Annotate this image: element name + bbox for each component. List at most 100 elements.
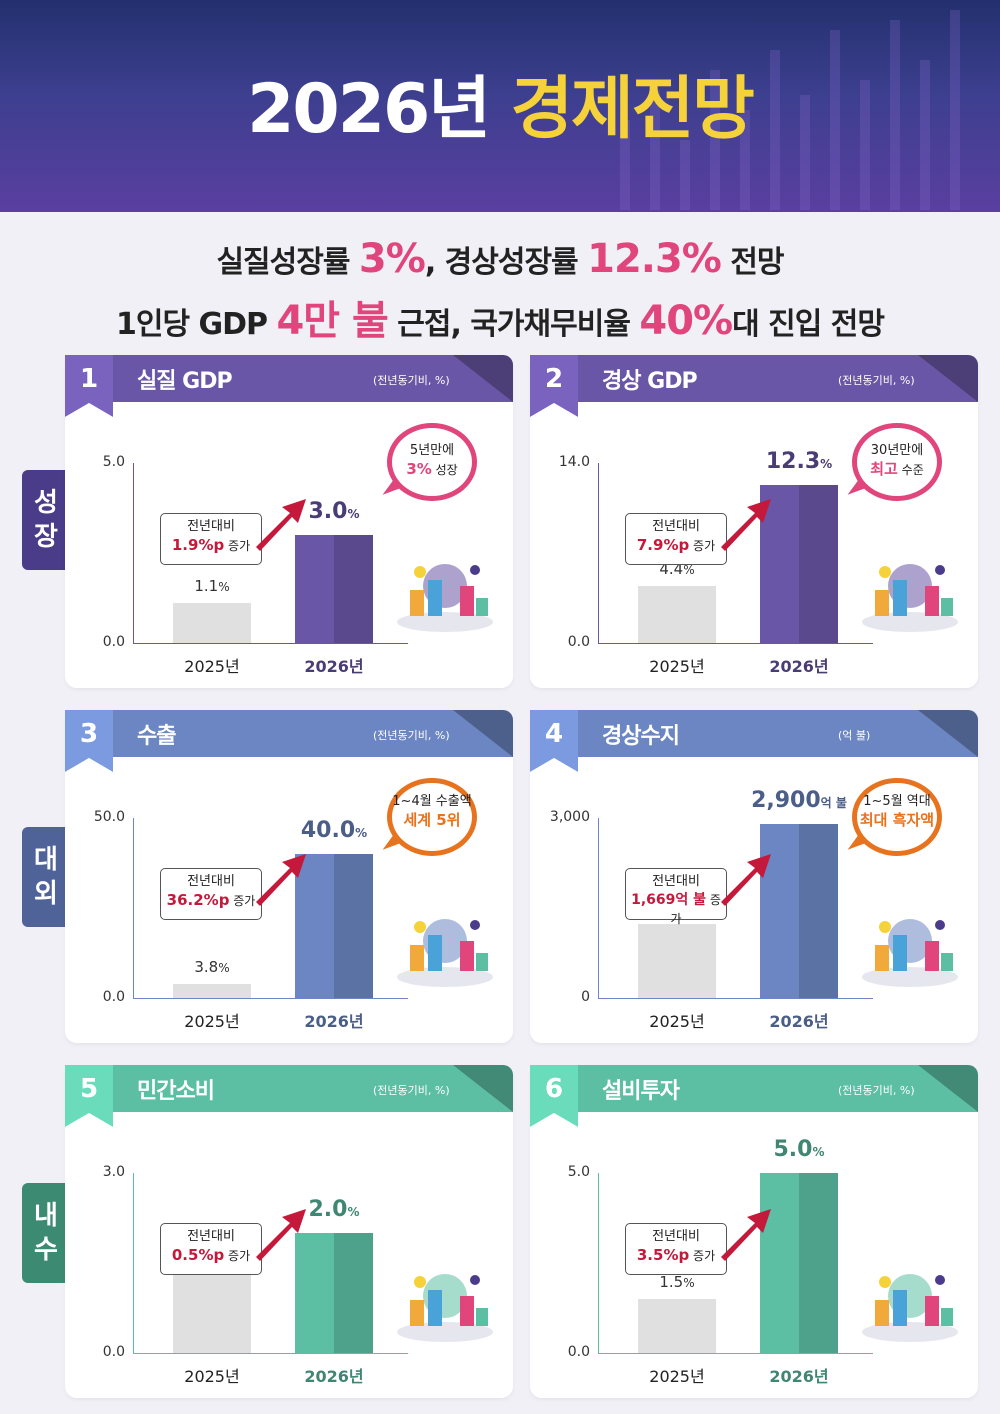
- bar-2025: [638, 1299, 716, 1353]
- x-category-label: 2025년: [184, 657, 240, 676]
- up-arrow-icon: [256, 854, 306, 906]
- note-strong: 1.9%p: [171, 536, 225, 554]
- y-tick-label: 3.0: [102, 1164, 125, 1180]
- x-axis-line: [598, 643, 873, 644]
- header-corner-deco: [918, 710, 978, 757]
- bar-2026: [295, 535, 373, 643]
- bar-2025: [638, 924, 716, 998]
- x-category-label: 2026년: [769, 1367, 829, 1386]
- y-tick-label: 5.0: [102, 454, 125, 470]
- header-corner-deco: [453, 1065, 513, 1112]
- bubble-strong: 최고: [870, 460, 898, 478]
- bar-value-label: 2.0%: [274, 1197, 394, 1222]
- title-year: 2026년: [247, 70, 491, 149]
- x-category-label: 2026년: [304, 1367, 364, 1386]
- y-tick-label: 0.0: [567, 1344, 590, 1360]
- y-tick-label: 14.0: [558, 454, 590, 470]
- value-number: 2,900: [751, 788, 821, 813]
- illustration-icon: [397, 919, 493, 987]
- chart-title: 수출: [137, 724, 176, 749]
- note-small: 증가: [229, 894, 256, 908]
- x-category-label: 2025년: [649, 657, 705, 676]
- chart-number-badge: 4: [530, 710, 578, 772]
- y-axis-line: [598, 463, 599, 643]
- note-small: 증가: [670, 893, 721, 926]
- bubble-line: 1~5월 역대: [863, 794, 931, 809]
- x-axis-line: [133, 1353, 408, 1354]
- chart-number-badge: 6: [530, 1065, 578, 1127]
- y-tick-label: 3,000: [549, 809, 590, 825]
- bubble-small: 성장: [431, 463, 458, 477]
- note-strong: 7.9%p: [636, 536, 690, 554]
- callout-bubble: 30년만에 최고 수준: [843, 423, 942, 501]
- value-unit: %: [218, 961, 230, 976]
- x-axis-line: [133, 643, 408, 644]
- note-strong: 36.2%p: [166, 891, 230, 909]
- note-line: 36.2%p 증가: [161, 891, 261, 911]
- chart-unit: (전년동기비, %): [838, 374, 915, 387]
- chart-title: 설비투자: [602, 1079, 680, 1104]
- summary-highlight: 40%: [639, 298, 733, 344]
- note-strong: 3.5%p: [636, 1246, 690, 1264]
- bubble-line: 5년만에: [409, 443, 455, 458]
- bubble-line: 세계 5위: [392, 811, 472, 831]
- x-category-label: 2026년: [769, 1012, 829, 1031]
- change-note: 전년대비 1,669억 불 증가: [625, 868, 727, 926]
- y-tick-label: 0.0: [102, 634, 125, 650]
- note-line: 0.5%p 증가: [161, 1246, 261, 1266]
- note-line: 전년대비: [652, 519, 700, 534]
- chart-title: 민간소비: [137, 1079, 215, 1104]
- value-unit: %: [347, 1205, 360, 1219]
- summary-line-1: 실질성장률 3%, 경상성장률 12.3% 전망: [0, 236, 1000, 282]
- y-tick-label: 50.0: [93, 809, 125, 825]
- bubble-line: 최대 흑자액: [857, 811, 937, 831]
- bar-2026: [760, 484, 838, 643]
- bar-2026: [760, 824, 838, 998]
- note-line: 7.9%p 증가: [626, 536, 726, 556]
- x-category-label: 2025년: [184, 1012, 240, 1031]
- value-number: 3.0: [308, 499, 348, 524]
- note-small: 증가: [224, 1249, 251, 1263]
- chart-header: 경상수지 (억 불): [578, 710, 978, 757]
- illustration-icon: [862, 919, 958, 987]
- chart-card-5: 민간소비(전년동기비, %)53.00.01.5%2025년2.0%2026년전…: [65, 1065, 513, 1398]
- summary-text: 대 진입 전망: [732, 307, 885, 342]
- chart-unit: (전년동기비, %): [838, 1084, 915, 1097]
- header-corner-deco: [453, 710, 513, 757]
- value-unit: %: [347, 507, 360, 521]
- y-axis-line: [598, 1173, 599, 1353]
- bar-value-label: 40.0%: [274, 818, 394, 843]
- summary-line-2: 1인당 GDP 4만 불 근접, 국가채무비율 40%대 진입 전망: [0, 288, 1000, 346]
- value-number: 3.8: [194, 958, 219, 977]
- value-unit: %: [683, 563, 695, 578]
- callout-bubble: 5년만에 3% 성장: [378, 423, 477, 501]
- up-arrow-icon: [721, 499, 771, 551]
- chart-header: 민간소비 (전년동기비, %): [113, 1065, 513, 1112]
- illustration-icon: [397, 1274, 493, 1342]
- note-line: 전년대비: [187, 1229, 235, 1244]
- chart-number-badge: 3: [65, 710, 113, 772]
- bar-2026: [760, 1173, 838, 1353]
- note-line: 전년대비: [187, 874, 235, 889]
- note-small: 증가: [689, 539, 716, 553]
- note-line: 전년대비: [187, 519, 235, 534]
- bubble-strong: 3%: [406, 460, 432, 478]
- value-unit: %: [683, 1276, 695, 1290]
- chart-header: 경상 GDP (전년동기비, %): [578, 355, 978, 402]
- up-arrow-icon: [256, 499, 306, 551]
- value-number: 1.1: [194, 577, 219, 596]
- note-line: 전년대비: [652, 874, 700, 889]
- chart-unit: (전년동기비, %): [373, 1084, 450, 1097]
- change-note: 전년대비 7.9%p 증가: [625, 513, 727, 565]
- summary-text: 1인당 GDP: [115, 307, 277, 342]
- bar-value-label: 1.5%: [617, 1273, 737, 1291]
- note-line: 3.5%p 증가: [626, 1246, 726, 1266]
- chart-number-badge: 1: [65, 355, 113, 417]
- note-line: 1.9%p 증가: [161, 536, 261, 556]
- y-tick-label: 0.0: [567, 634, 590, 650]
- summary-text: , 경상성장률: [424, 245, 588, 280]
- chart-card-4: 경상수지(억 불)43,00001,231억 불2025년2,900억 불202…: [530, 710, 978, 1043]
- summary-text: 전망: [720, 245, 784, 280]
